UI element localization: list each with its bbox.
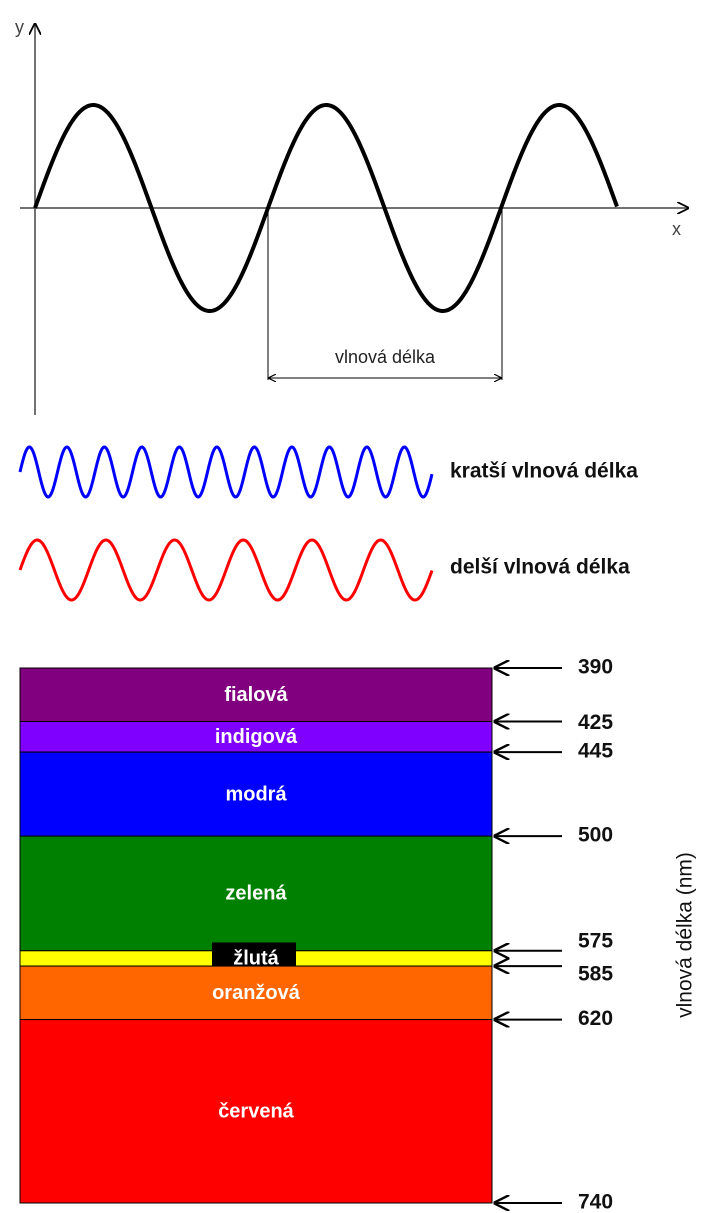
band (19, 965, 493, 1021)
band-label: fialová (224, 684, 288, 706)
x-axis-label: x (672, 219, 681, 239)
boundary-label: 500 (578, 824, 613, 847)
band (19, 835, 493, 952)
band-label: žlutá (233, 948, 279, 970)
boundary-label: 585 (578, 963, 613, 986)
band-label: červená (218, 1101, 294, 1123)
legend-label: kratší vlnová délka (450, 460, 638, 483)
y-axis-label: y (15, 17, 24, 37)
boundary-label: 425 (578, 711, 613, 734)
band-label: indigová (215, 726, 298, 748)
band-label: modrá (225, 783, 287, 805)
band-label: zelená (225, 883, 287, 905)
short-wave (18, 445, 434, 499)
long-wave (18, 538, 434, 602)
boundary-label: 390 (578, 656, 613, 679)
band-label: oranžová (212, 982, 301, 1004)
boundary-label: 575 (578, 929, 613, 952)
boundary-label: 620 (578, 1007, 613, 1030)
band (19, 751, 493, 837)
wave (33, 102, 619, 314)
band (19, 1019, 493, 1204)
legend-label: delší vlnová délka (450, 556, 630, 579)
spectrum: fialová indigová modrá zelená žlutá oranžová č… (19, 656, 613, 1213)
wavelength-label: vlnová délka (335, 347, 436, 367)
boundary-label: 740 (578, 1191, 613, 1213)
band (19, 721, 493, 753)
spectrum-axis-label: vlnová délka (nm) (674, 852, 697, 1018)
boundary-label: 445 (578, 740, 613, 763)
